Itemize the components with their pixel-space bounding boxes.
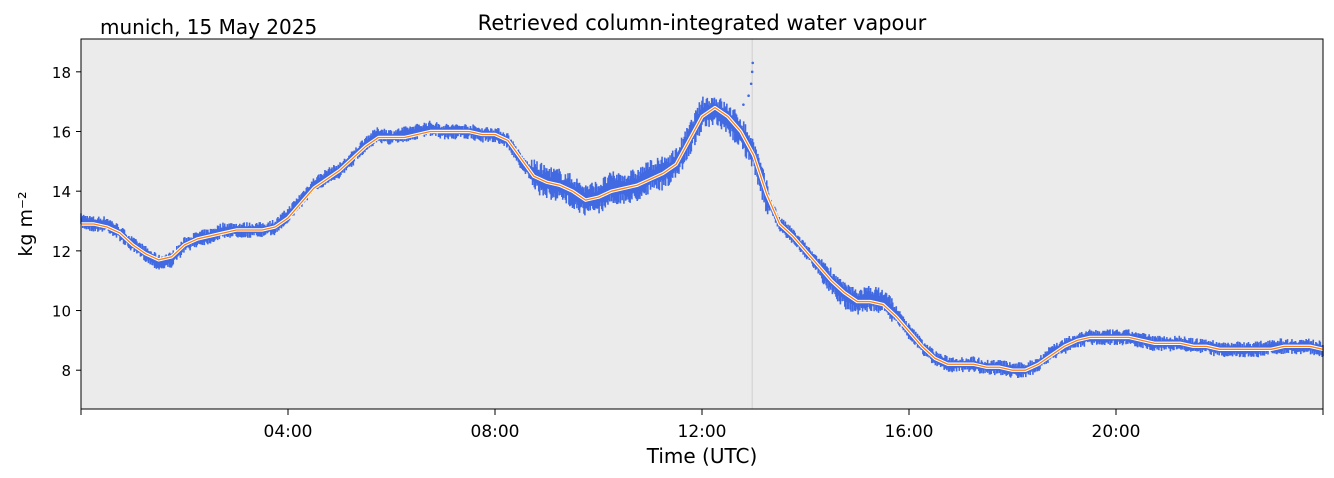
- smoothed-line: [81, 106, 1324, 371]
- x-tick-label: 08:00: [471, 422, 520, 442]
- x-axis-ticks: 04:00 08:00 12:00 16:00 20:00: [80, 409, 1324, 442]
- y-axis-ticks: 8 10 12 14 16 18: [52, 64, 81, 380]
- x-tick-label: 20:00: [1092, 422, 1141, 442]
- x-tick-label: 12:00: [678, 422, 727, 442]
- location-date-label: munich, 15 May 2025: [100, 15, 317, 39]
- raw-outlier-point: [742, 103, 745, 106]
- x-tick-label: 16:00: [885, 422, 934, 442]
- raw-outlier-point: [750, 70, 754, 74]
- y-tick-label: 10: [52, 303, 71, 321]
- x-tick-label: 04:00: [264, 422, 313, 442]
- raw-outlier-point: [751, 61, 755, 65]
- plot-area: [81, 39, 1323, 409]
- y-tick-label: 12: [52, 243, 71, 261]
- raw-outlier-point: [749, 82, 753, 86]
- raw-outlier-point: [747, 94, 750, 97]
- y-tick-label: 8: [61, 362, 71, 380]
- y-axis-label: kg m⁻²: [15, 191, 37, 256]
- y-tick-label: 14: [52, 183, 71, 201]
- y-tick-label: 18: [52, 64, 71, 82]
- y-tick-label: 16: [52, 124, 71, 142]
- chart-title: Retrieved column-integrated water vapour: [478, 11, 927, 35]
- x-axis-label: Time (UTC): [646, 444, 758, 468]
- smoothed-series: [81, 105, 1324, 372]
